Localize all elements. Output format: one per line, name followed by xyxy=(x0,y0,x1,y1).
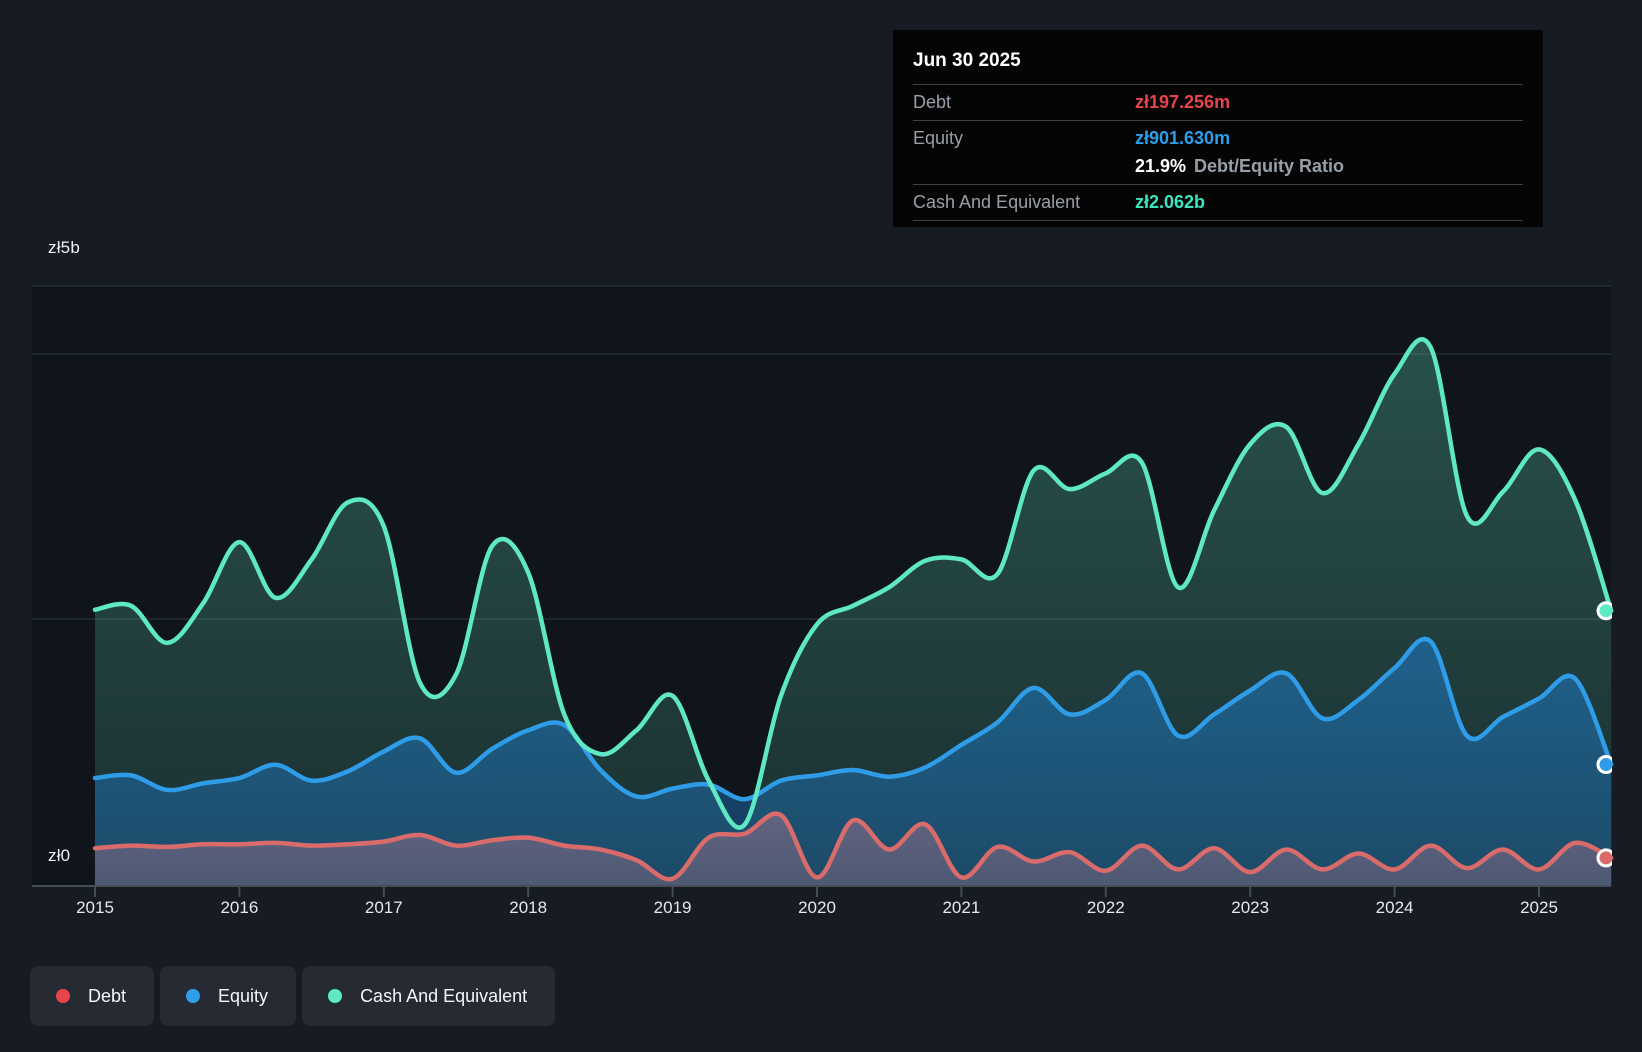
tooltip-row-equity: Equity zł901.630m xyxy=(913,120,1523,156)
legend-button-equity[interactable]: Equity xyxy=(160,966,297,1026)
legend-button-debt[interactable]: Debt xyxy=(30,966,155,1026)
x-axis-label: 2024 xyxy=(1375,898,1414,917)
debt-dot-icon xyxy=(56,989,70,1003)
tooltip-ratio-value: 21.9% xyxy=(1135,156,1187,176)
tooltip-cash-label: Cash And Equivalent xyxy=(913,192,1081,212)
chart-legend: Debt Equity Cash And Equivalent xyxy=(30,966,556,1026)
x-axis-label: 2019 xyxy=(653,898,692,917)
x-axis-label: 2021 xyxy=(942,898,981,917)
x-axis-label: 2022 xyxy=(1086,898,1125,917)
legend-cash-label: Cash And Equivalent xyxy=(360,985,528,1006)
x-axis-label: 2016 xyxy=(220,898,259,917)
x-axis-label: 2017 xyxy=(364,898,403,917)
x-axis-label: 2025 xyxy=(1520,898,1558,917)
tooltip-equity-value: zł901.630m xyxy=(1135,128,1231,148)
tooltip-row-cash: Cash And Equivalent zł2.062b xyxy=(913,184,1523,221)
x-axis-label: 2018 xyxy=(509,898,548,917)
tooltip-row-debt: Debt zł197.256m xyxy=(913,84,1523,120)
x-axis-label: 2023 xyxy=(1231,898,1270,917)
tooltip-cash-value: zł2.062b xyxy=(1135,192,1206,212)
tooltip-ratio-label: Debt/Equity Ratio xyxy=(1194,156,1345,176)
tooltip-debt-value: zł197.256m xyxy=(1135,92,1231,112)
legend-button-cash[interactable]: Cash And Equivalent xyxy=(302,966,556,1026)
tooltip-debt-label: Debt xyxy=(913,92,952,112)
chart-tooltip: Jun 30 2025 Debt zł197.256m Equity zł901… xyxy=(893,30,1543,227)
y-axis-label-top: zł5b xyxy=(48,238,80,257)
cash-endpoint-dot xyxy=(1596,601,1612,621)
legend-debt-label: Debt xyxy=(88,985,127,1006)
legend-equity-label: Equity xyxy=(218,985,269,1006)
tooltip-row-ratio: 21.9% Debt/Equity Ratio xyxy=(913,156,1523,184)
equity-dot-icon xyxy=(186,989,201,1003)
tooltip-equity-label: Equity xyxy=(913,128,964,148)
debt-endpoint-dot xyxy=(1596,848,1612,868)
cash-dot-icon xyxy=(328,989,343,1003)
y-axis-label-zero: zł0 xyxy=(48,846,71,865)
equity-endpoint-dot xyxy=(1596,754,1612,774)
tooltip-date: Jun 30 2025 xyxy=(913,50,1021,71)
x-axis-label: 2015 xyxy=(76,898,114,917)
x-axis-label: 2020 xyxy=(798,898,836,917)
